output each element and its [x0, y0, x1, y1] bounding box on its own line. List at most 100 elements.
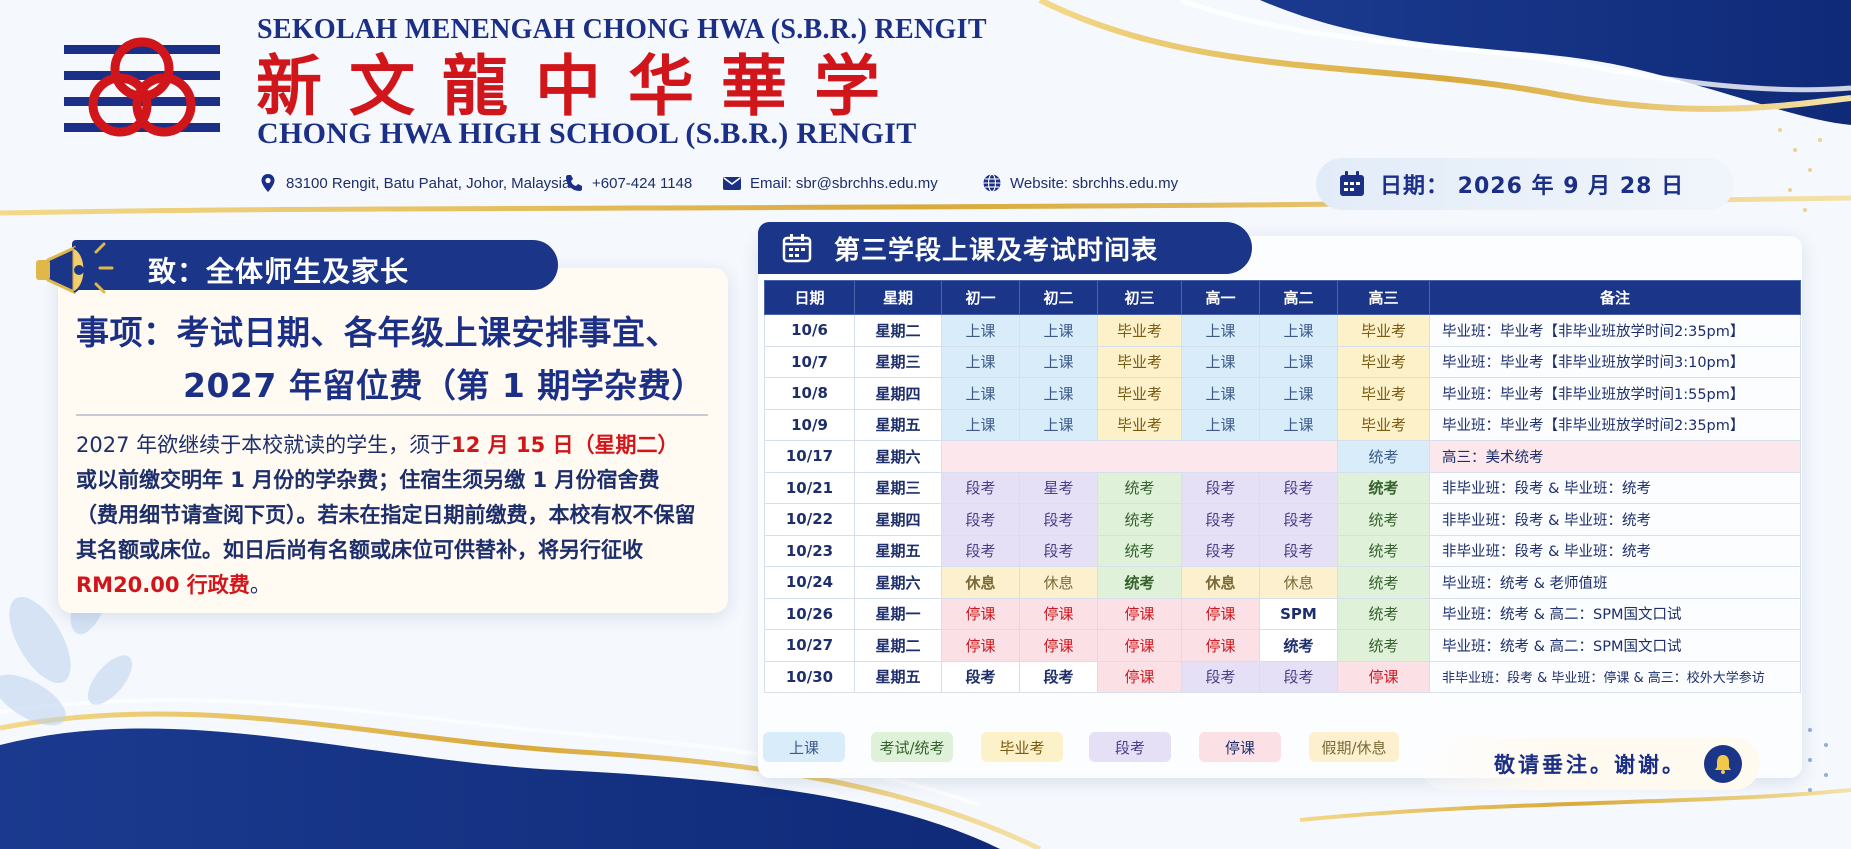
date-text: 日期： 2026 年 9 月 28 日 [1380, 174, 1685, 199]
phone: +607-424 1148 [564, 170, 692, 196]
table-row: 10/24 星期六 休息 休息 统考 休息 休息 统考 毕业班：统考 & 老师值… [764, 566, 1801, 599]
table-cell: 统考 [1337, 597, 1430, 630]
header-s2: 高二 [1259, 280, 1338, 315]
email-icon [723, 177, 741, 190]
row-date: 10/21 [764, 471, 855, 504]
notice-title-line1: 事项：考试日期、各年级上课安排事宜、 [76, 313, 679, 352]
school-logo [64, 37, 220, 137]
row-date: 10/7 [764, 345, 855, 378]
table-cell: 停课 [1019, 629, 1098, 662]
table-row: 10/9 星期五 上课 上课 毕业考 上课 上课 毕业考 毕业班：毕业考【非毕业… [764, 408, 1801, 441]
row-note: 非毕业班：段考 & 毕业班：统考 [1429, 534, 1801, 567]
table-row: 10/27 星期二 停课 停课 停课 停课 统考 统考 毕业班：统考 & 高二：… [764, 629, 1801, 662]
row-note: 毕业班：统考 & 老师值班 [1429, 566, 1801, 599]
row-date: 10/27 [764, 629, 855, 662]
table-cell: 休息 [1181, 566, 1260, 599]
table-cell: 段考 [1019, 534, 1098, 567]
table-cell: 毕业考 [1097, 377, 1182, 410]
school-name-english: CHONG HWA HIGH SCHOOL (S.B.R.) RENGIT [257, 117, 917, 150]
header-date: 日期 [764, 280, 855, 315]
table-cell: 段考 [1259, 471, 1338, 504]
notice-deadline: 12 月 15 日（星期二） [451, 433, 679, 457]
schedule-header-row: 日期 星期 初一 初二 初三 高一 高二 高三 备注 [764, 280, 1801, 315]
table-cell: 休息 [1259, 566, 1338, 599]
row-date: 10/6 [764, 314, 855, 347]
row-day: 星期五 [854, 534, 942, 567]
table-cell: 段考 [941, 471, 1020, 504]
table-cell: 停课 [1097, 597, 1182, 630]
header-s1: 高一 [1181, 280, 1260, 315]
row-note: 非毕业班：段考 & 毕业班：统考 [1429, 471, 1801, 504]
row-note: 毕业班：毕业考【非毕业班放学时间3:10pm】 [1429, 345, 1801, 378]
table-cell: 上课 [1019, 314, 1098, 347]
recipient-text: 致：全体师生及家长 [148, 255, 410, 288]
table-cell: 段考 [941, 660, 1020, 693]
table-cell: 上课 [1019, 377, 1098, 410]
table-cell: 段考 [941, 503, 1020, 536]
table-cell: 统考 [1259, 629, 1338, 662]
row-day: 星期三 [854, 345, 942, 378]
table-cell: 上课 [941, 345, 1020, 378]
schedule-title: 第三学段上课及考试时间表 [834, 235, 1159, 266]
table-cell: 星考 [1019, 471, 1098, 504]
row-date: 10/22 [764, 503, 855, 536]
table-cell: 毕业考 [1337, 408, 1430, 441]
table-cell: 段考 [1181, 503, 1260, 536]
table-cell: 休息 [941, 566, 1020, 599]
calendar-icon [1340, 171, 1364, 196]
table-cell: 上课 [1259, 345, 1338, 378]
row-day: 星期四 [854, 377, 942, 410]
row-date: 10/23 [764, 534, 855, 567]
table-row: 10/8 星期四 上课 上课 毕业考 上课 上课 毕业考 毕业班：毕业考【非毕业… [764, 377, 1801, 410]
table-cell: SPM [1259, 597, 1338, 630]
notice-card [58, 268, 728, 613]
table-row: 10/21 星期三 段考 星考 统考 段考 段考 统考 非毕业班：段考 & 毕业… [764, 471, 1801, 504]
row-date: 10/24 [764, 566, 855, 599]
table-cell: 段考 [1019, 660, 1098, 693]
table-cell: 上课 [1181, 345, 1260, 378]
table-cell: 停课 [1097, 660, 1182, 693]
website-text: Website: sbrchhs.edu.my [1010, 174, 1179, 192]
table-cell: 上课 [941, 314, 1020, 347]
row-day: 星期一 [854, 597, 942, 630]
header-j3: 初三 [1097, 280, 1182, 315]
row-day: 星期五 [854, 408, 942, 441]
table-cell: 毕业考 [1337, 345, 1430, 378]
phone-text: +607-424 1148 [592, 174, 693, 192]
row-day: 星期三 [854, 471, 942, 504]
website[interactable]: Website: sbrchhs.edu.my [982, 170, 1178, 196]
table-cell: 统考 [1337, 629, 1430, 662]
table-cell: 段考 [1259, 503, 1338, 536]
regards-text: 敬请垂注。谢谢。 [1494, 753, 1686, 777]
row-day: 星期六 [854, 440, 942, 473]
email[interactable]: Email: sbr@sbrchhs.edu.my [722, 170, 938, 196]
table-cell: 上课 [1019, 345, 1098, 378]
table-row: 10/17 星期六 统考 高三：美术统考 [764, 440, 1801, 473]
notice-body-5b: 。 [249, 573, 271, 597]
table-cell: 上课 [1259, 377, 1338, 410]
table-cell: 统考 [1097, 471, 1182, 504]
notice-body-1a: 2027 年欲继续于本校就读的学生，须于 [76, 433, 452, 457]
table-row: 10/6 星期二 上课 上课 毕业考 上课 上课 毕业考 毕业班：毕业考【非毕业… [764, 314, 1801, 347]
table-cell: 段考 [941, 534, 1020, 567]
table-cell: 休息 [1019, 566, 1098, 599]
table-cell: 停课 [1181, 629, 1260, 662]
calendar-icon [782, 234, 812, 263]
table-row: 10/23 星期五 段考 段考 统考 段考 段考 统考 非毕业班：段考 & 毕业… [764, 534, 1801, 567]
row-note: 毕业班：毕业考【非毕业班放学时间2:35pm】 [1429, 314, 1801, 347]
row-note: 毕业班：毕业考【非毕业班放学时间1:55pm】 [1429, 377, 1801, 410]
row-date: 10/17 [764, 440, 855, 473]
table-cell: 上课 [941, 377, 1020, 410]
row-day: 星期四 [854, 503, 942, 536]
address-text: 83100 Rengit, Batu Pahat, Johor, Malaysi… [286, 174, 575, 192]
row-date: 10/30 [764, 660, 855, 693]
row-note: 非毕业班：段考 & 毕业班：统考 [1429, 503, 1801, 536]
table-cell: 上课 [1181, 377, 1260, 410]
row-date: 10/8 [764, 377, 855, 410]
legend-graduation-exam: 毕业考 [981, 732, 1063, 762]
notice-body-4: 其名额或床位。如日后尚有名额或床位可供替补，将另行征收 [76, 538, 643, 562]
schedule-table: 日期 星期 初一 初二 初三 高一 高二 高三 备注 10/6 星期二 上课 上… [764, 280, 1801, 693]
header-remarks: 备注 [1429, 280, 1801, 315]
legend-holiday: 假期/休息 [1309, 732, 1399, 762]
header-s3: 高三 [1337, 280, 1430, 315]
